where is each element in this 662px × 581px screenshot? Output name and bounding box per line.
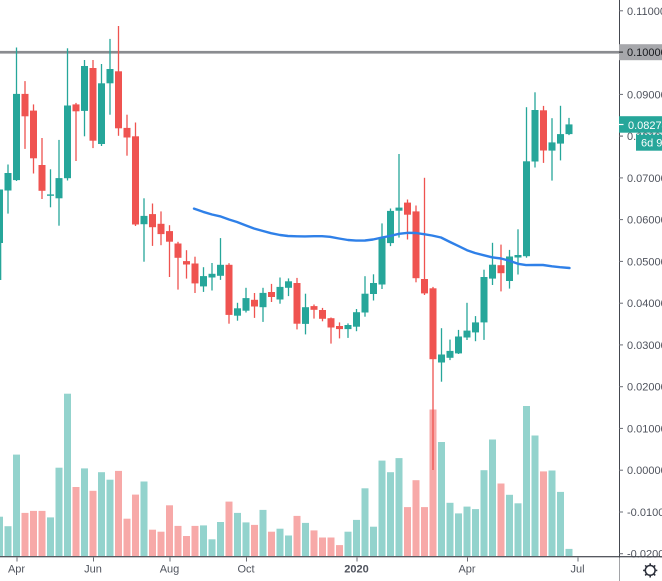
svg-text:0.08274: 0.08274 [628, 120, 662, 132]
svg-text:Aug: Aug [160, 564, 180, 576]
svg-text:Apr: Apr [8, 564, 25, 576]
svg-text:6d 9h: 6d 9h [641, 138, 662, 150]
svg-text:Jun: Jun [84, 564, 102, 576]
svg-text:0.00000: 0.00000 [627, 465, 662, 477]
svg-text:Oct: Oct [237, 564, 254, 576]
svg-text:Apr: Apr [458, 564, 475, 576]
svg-text:2020: 2020 [344, 564, 368, 576]
svg-text:Jul: Jul [570, 564, 584, 576]
